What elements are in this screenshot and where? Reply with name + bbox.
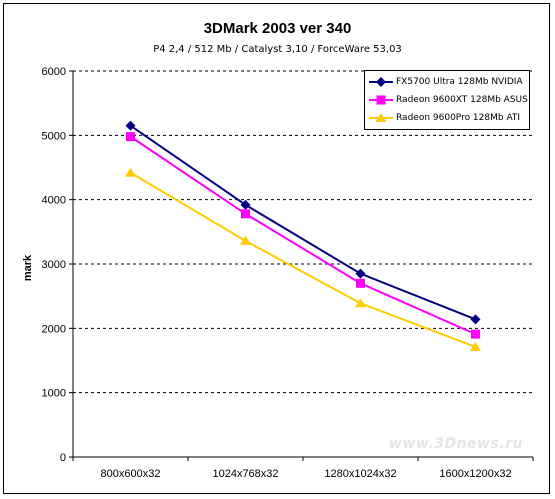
y-tick-label-5: 5000 <box>42 130 66 142</box>
y-tick-labels: 0 1000 2000 3000 4000 5000 6000 <box>42 66 66 464</box>
series-0-point-1 <box>240 199 251 210</box>
chart-subtitle: P4 2,4 / 512 Mb / Catalyst 3,10 / ForceW… <box>153 44 402 55</box>
legend-swatch-marker-2 <box>375 113 387 122</box>
x-tick-label-2: 1280x1024x32 <box>324 468 396 480</box>
legend-swatch-2 <box>369 113 393 122</box>
y-tick-label-0: 0 <box>60 452 66 464</box>
legend-swatch-marker-0 <box>376 77 386 87</box>
legend-swatch-1 <box>369 95 393 105</box>
watermark: www.3Dnews.ru <box>389 436 524 452</box>
x-tick-label-1: 1024x768x32 <box>212 468 278 480</box>
series-line-0 <box>129 124 476 321</box>
series-2-point-3 <box>470 341 481 351</box>
axes <box>69 70 534 461</box>
y-tick-label-2: 2000 <box>42 323 66 335</box>
x-tick-labels: 800x600x32 1024x768x32 1280x1024x32 1600x12… <box>101 468 512 480</box>
y-tick-label-6: 6000 <box>42 66 66 78</box>
series-2-point-1 <box>240 235 251 245</box>
y-tick-label-4: 4000 <box>42 195 66 207</box>
legend-label-2: Radeon 9600Pro 128Mb ATI <box>396 113 521 123</box>
series-1-point-3 <box>471 329 480 339</box>
series-2-point-0 <box>125 167 136 177</box>
series-0-point-2 <box>355 268 366 279</box>
legend-item-1: Radeon 9600XT 128Mb ASUS <box>369 93 528 107</box>
legend-swatch-marker-1 <box>376 95 386 105</box>
series-1-point-1 <box>241 209 250 219</box>
x-tick-label-3: 1600x1200x32 <box>439 468 511 480</box>
series-line-1 <box>129 135 476 336</box>
legend: FX5700 Ultra 128Mb NVIDIA Radeon 9600XT … <box>364 70 530 130</box>
series-2-point-2 <box>355 298 366 308</box>
chart-title: 3DMark 2003 ver 340 <box>203 20 352 37</box>
gridlines <box>73 70 533 394</box>
legend-label-1: Radeon 9600XT 128Mb ASUS <box>396 95 528 105</box>
legend-swatch-0 <box>369 77 393 87</box>
series-1-point-0 <box>126 132 135 142</box>
y-tick-label-1: 1000 <box>42 388 66 400</box>
y-tick-label-3: 3000 <box>42 259 66 271</box>
series-0-point-3 <box>470 314 481 325</box>
x-tick-label-0: 800x600x32 <box>101 468 161 480</box>
y-axis-label: mark <box>22 254 34 281</box>
legend-item-2: Radeon 9600Pro 128Mb ATI <box>369 111 520 125</box>
series-line-2 <box>129 171 476 348</box>
legend-label-0: FX5700 Ultra 128Mb NVIDIA <box>396 77 523 87</box>
plot-area: 0 1000 2000 3000 4000 5000 6000 800x600x32 1024… <box>22 66 534 480</box>
chart-frame: 3DMark 2003 ver 340 P4 2,4 / 512 Mb / Ca… <box>3 3 550 494</box>
legend-item-0: FX5700 Ultra 128Mb NVIDIA <box>369 75 523 89</box>
series-lines <box>125 120 481 351</box>
series-0-point-0 <box>125 120 136 131</box>
series-1-point-2 <box>356 278 365 288</box>
